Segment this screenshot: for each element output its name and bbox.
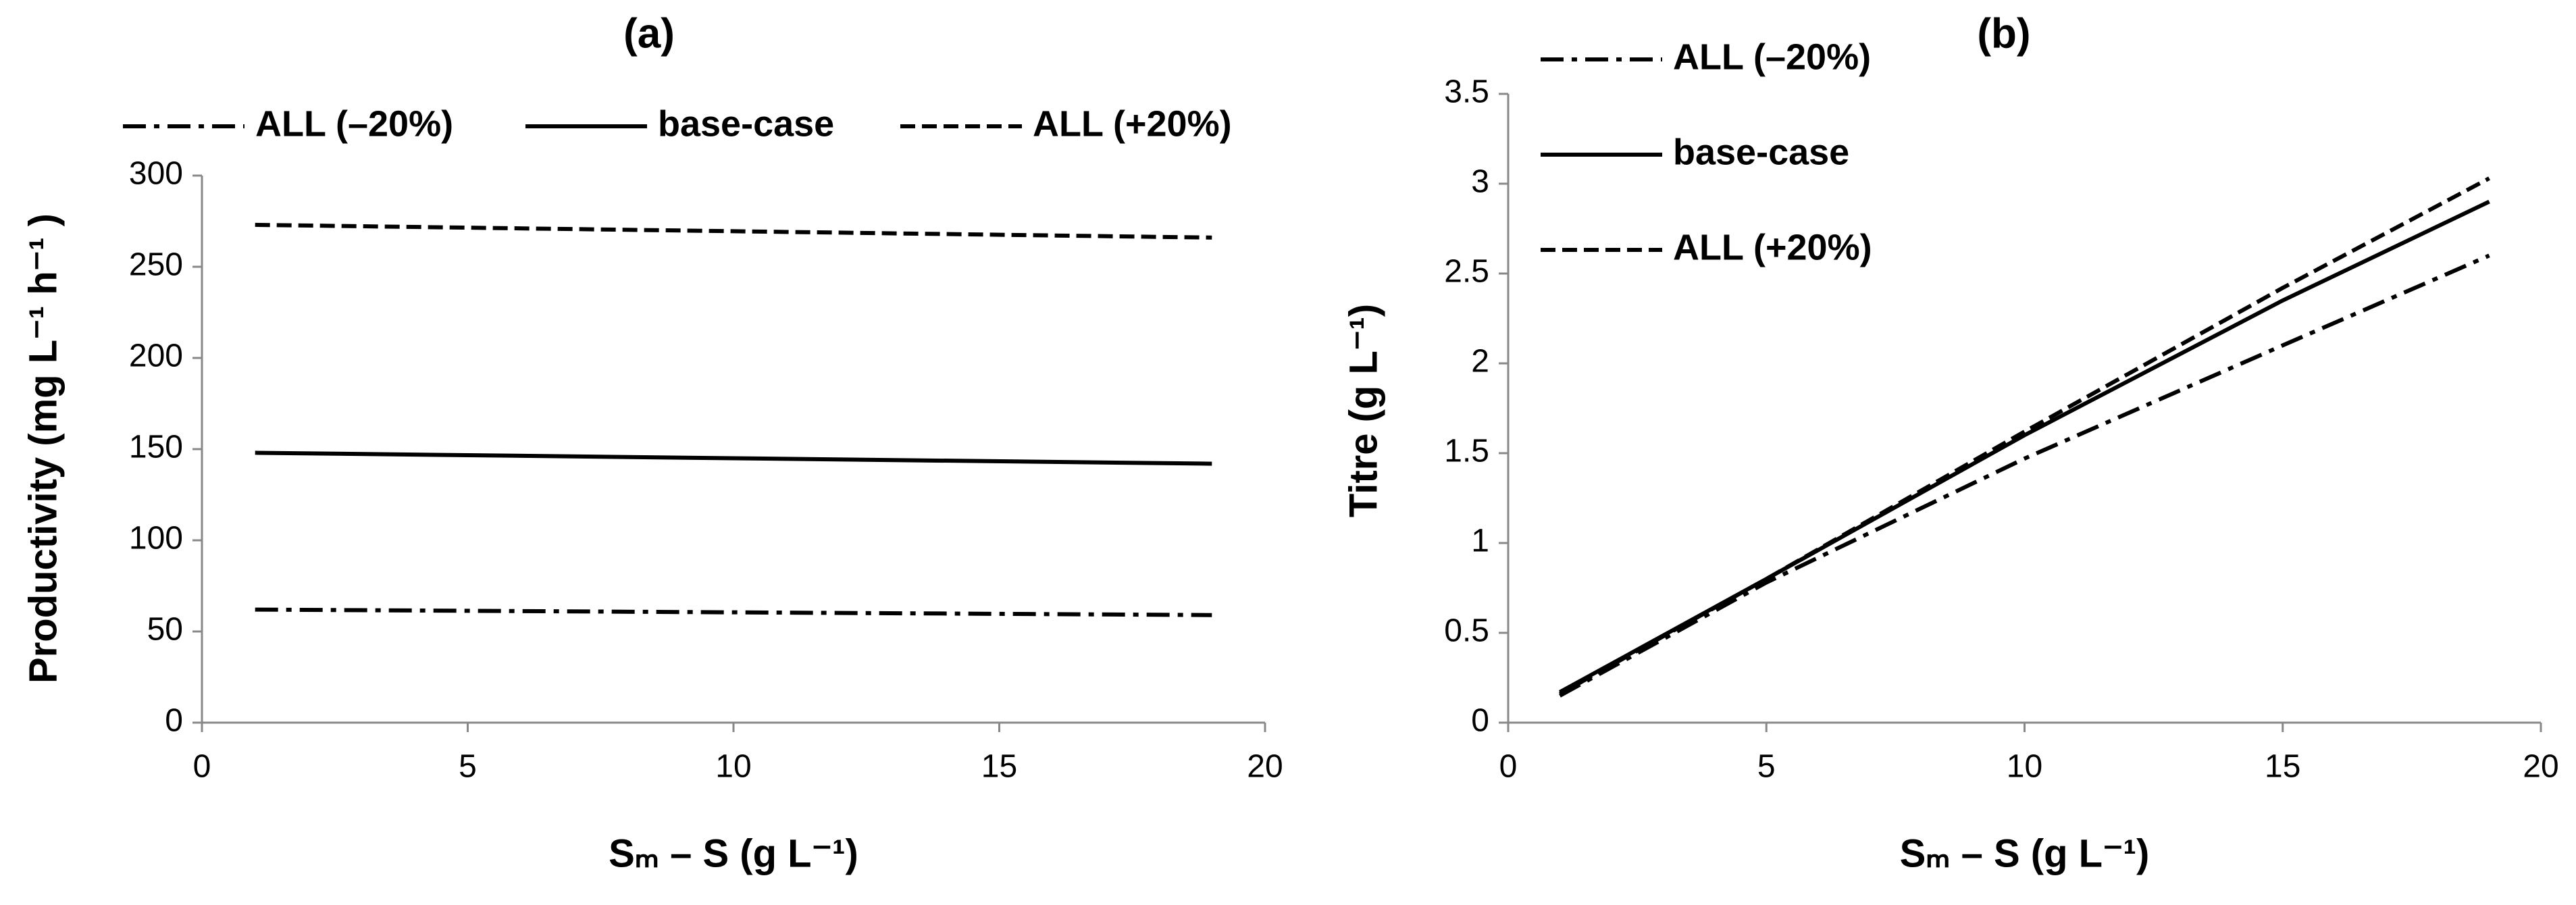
series-line: [1558, 176, 2490, 696]
x-tick-label: 20: [2523, 749, 2558, 785]
chart-title: (a): [623, 10, 675, 57]
x-tick-label: 0: [193, 749, 211, 785]
y-tick-label: 100: [129, 521, 183, 557]
y-tick-label: 150: [129, 430, 183, 465]
series-line: [255, 607, 1212, 617]
x-tick-label: 15: [2265, 749, 2300, 785]
legend-label: ALL (–20%): [255, 103, 453, 144]
x-tick-label: 5: [459, 749, 477, 785]
series-line: [255, 450, 1212, 466]
y-tick-label: 250: [129, 247, 183, 283]
y-tick-label: 3: [1471, 164, 1489, 200]
legend-label: ALL (+20%): [1673, 227, 1872, 267]
series-line: [255, 222, 1212, 240]
y-axis-label: Productivity (mg L⁻¹ h⁻¹ ): [21, 213, 65, 683]
y-tick-label: 0: [1471, 703, 1489, 739]
x-tick-label: 20: [1247, 749, 1283, 785]
x-axis-label: Sₘ – S (g L⁻¹): [609, 831, 858, 875]
y-tick-label: 300: [129, 156, 183, 192]
series-line: [1559, 253, 2490, 698]
x-tick-label: 0: [1499, 749, 1518, 785]
y-axis-label: Titre (g L⁻¹): [1341, 304, 1385, 517]
x-tick-label: 10: [715, 749, 751, 785]
chart-title: (b): [1977, 10, 2030, 57]
y-tick-label: 1: [1471, 523, 1489, 559]
legend-label: base-case: [658, 103, 834, 144]
legend-label: base-case: [1673, 132, 1849, 172]
x-tick-label: 10: [2007, 749, 2042, 785]
legend-label: ALL (–20%): [1673, 36, 1871, 77]
legend-label: ALL (+20%): [1033, 103, 1232, 144]
y-tick-label: 0.5: [1444, 613, 1489, 649]
y-tick-label: 2: [1471, 344, 1489, 380]
x-tick-label: 15: [981, 749, 1017, 785]
y-tick-label: 200: [129, 338, 183, 374]
y-tick-label: 2.5: [1444, 254, 1489, 290]
x-axis-label: Sₘ – S (g L⁻¹): [1900, 831, 2150, 875]
y-tick-label: 1.5: [1444, 434, 1489, 469]
x-tick-label: 5: [1757, 749, 1776, 785]
y-tick-label: 50: [147, 612, 183, 648]
y-tick-label: 0: [165, 703, 183, 739]
y-tick-label: 3.5: [1444, 74, 1489, 110]
